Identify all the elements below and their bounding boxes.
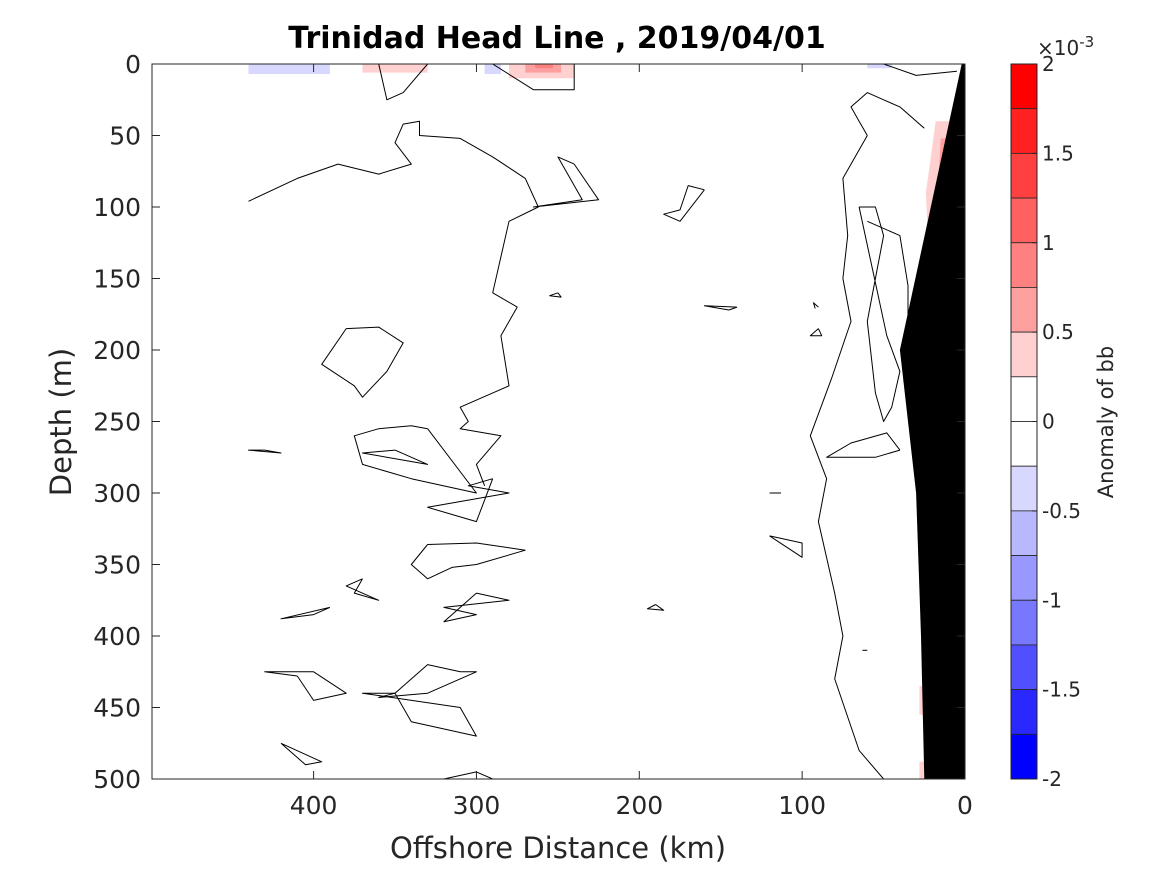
colorbar-exponent: ×10-3	[1037, 33, 1094, 60]
zero-contour-line	[427, 478, 510, 523]
colorbar-tick-label: -2	[1042, 767, 1062, 791]
zero-contour-line	[826, 432, 901, 458]
colorbar-level	[1010, 242, 1038, 288]
chart-title: Trinidad Head Line , 2019/04/01	[288, 21, 825, 56]
zero-contour-line	[378, 64, 428, 101]
colorbar-level	[1010, 733, 1038, 780]
colorbar-level	[1010, 689, 1038, 735]
colorbar-level	[1010, 287, 1038, 333]
zero-contour-line	[248, 120, 539, 486]
zero-contour-line	[850, 92, 925, 136]
colorbar-level	[1010, 376, 1038, 422]
zero-contour-line	[858, 206, 901, 422]
colorbar-exponent-base: ×10	[1037, 36, 1079, 60]
zero-contour-line	[809, 135, 884, 779]
x-axis-label: Offshore Distance (km)	[390, 831, 726, 865]
zero-contour-line	[492, 64, 575, 91]
colorbar-tick-label: -0.5	[1042, 499, 1081, 523]
bathymetry-layer	[899, 64, 965, 779]
anomaly-patch	[484, 64, 501, 74]
colorbar-tick-label: 1.5	[1042, 141, 1074, 165]
x-tick-label: 100	[778, 791, 826, 820]
y-tick-label: 200	[93, 336, 141, 365]
zero-contour-line	[532, 156, 600, 208]
plot-area	[151, 63, 966, 780]
zero-contour-line	[646, 604, 665, 611]
colorbar-level	[1010, 152, 1038, 199]
colorbar-exponent-power: -3	[1079, 33, 1094, 51]
zero-contour-line	[883, 64, 957, 76]
zero-contour-line	[703, 305, 738, 311]
anomaly-patch	[248, 64, 330, 74]
y-tick-label: 100	[93, 193, 141, 222]
y-tick-label: 150	[93, 265, 141, 294]
x-tick-label: 0	[957, 791, 973, 820]
x-tick-label: 200	[615, 791, 663, 820]
anomaly-patch	[535, 64, 553, 69]
colorbar-level	[1010, 599, 1038, 646]
colorbar-level	[1010, 63, 1038, 110]
zero-contour-layer	[248, 64, 957, 779]
y-tick-label: 400	[93, 622, 141, 651]
colorbar-tick-label: 2	[1042, 52, 1055, 76]
y-axis-label: Depth (m)	[44, 348, 78, 496]
zero-contour-line	[410, 542, 526, 580]
zero-contour-line	[663, 185, 705, 222]
y-tick-label: 300	[93, 479, 141, 508]
colorbar-label: Anomaly of bb	[1094, 346, 1118, 498]
y-tick-label: 500	[93, 765, 141, 794]
colorbar-level	[1010, 510, 1038, 556]
zero-contour-line	[345, 578, 380, 601]
zero-contour-line	[353, 425, 477, 494]
y-tick-label: 50	[109, 122, 141, 151]
zero-contour-line	[549, 292, 562, 298]
colorbar-tick-label: -1.5	[1042, 678, 1081, 702]
y-tick-label: 0	[125, 50, 141, 79]
y-tick-label: 250	[93, 408, 141, 437]
anomaly-patch	[867, 64, 892, 69]
zero-contour-line	[321, 326, 404, 398]
y-tick-label: 350	[93, 551, 141, 580]
zero-contour-line	[362, 449, 429, 465]
colorbar-level	[1010, 421, 1038, 467]
zero-contour-line	[443, 592, 510, 623]
anomaly-patch	[362, 64, 428, 73]
colorbar-level	[1010, 465, 1038, 512]
zero-contour-line	[378, 664, 477, 698]
colorbar-ticks: 2 1.5 1 0.5 0 -0.5 -1 -1.5 -2	[1032, 52, 1081, 791]
bathymetry-shelf	[899, 64, 965, 779]
zero-contour-line	[280, 606, 331, 620]
x-tick-label: 400	[290, 791, 338, 820]
colorbar-level	[1010, 331, 1038, 378]
colorbar-level	[1010, 108, 1038, 154]
zero-contour-line	[280, 742, 323, 766]
colorbar-level	[1010, 555, 1038, 601]
zero-contour-line	[362, 692, 477, 737]
colorbar: 2 1.5 1 0.5 0 -0.5 -1 -1.5 -2 ×10-3 Anomaly of b…	[1010, 33, 1118, 791]
colorbar-level	[1010, 197, 1038, 244]
zero-contour-line	[248, 449, 282, 454]
colorbar-tick-label: 0.5	[1042, 320, 1074, 344]
colorbar-tick-label: -1	[1042, 588, 1062, 612]
zero-contour-line	[264, 671, 347, 701]
zero-contour-line	[769, 535, 803, 558]
zero-contour-line	[809, 328, 823, 337]
zero-contour-line	[813, 302, 819, 309]
colorbar-tick-label: 1	[1042, 231, 1055, 255]
x-axis: 400 300 200 100 0	[290, 64, 973, 820]
colorbar-level	[1010, 644, 1038, 691]
y-tick-label: 450	[93, 694, 141, 723]
y-axis: 0 50 100 150 200 250 300 350 400 450 500	[93, 50, 965, 794]
x-tick-label: 300	[453, 791, 501, 820]
colorbar-tick-label: 0	[1042, 410, 1055, 434]
